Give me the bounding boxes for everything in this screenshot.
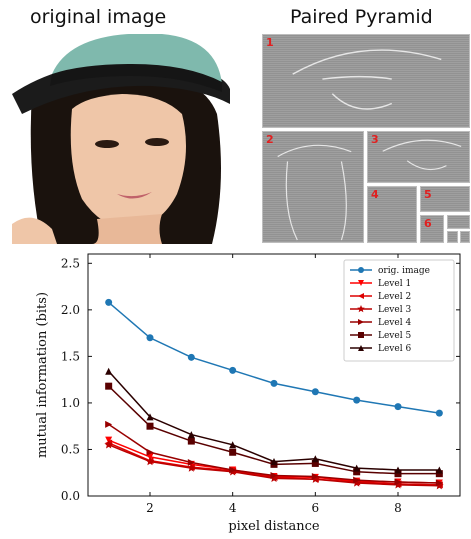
data-point [311, 455, 319, 463]
data-point [104, 440, 113, 449]
pyramid-tile [447, 215, 470, 229]
legend: orig. image Level 1 Level 2 Level 3 Level 4 L… [343, 259, 455, 362]
pyramid-tile-number: 4 [371, 188, 379, 201]
pyramid-tile [447, 231, 458, 243]
original-photo [12, 34, 230, 244]
x-tick-label: 8 [394, 501, 402, 515]
data-point [105, 367, 113, 375]
data-point [105, 298, 113, 306]
y-tick-label: 0.0 [61, 489, 80, 503]
data-point [229, 466, 237, 474]
data-point [358, 332, 364, 338]
paired-pyramid: 1 2 3 4 5 6 [262, 34, 470, 244]
data-point [357, 305, 365, 313]
data-point [146, 453, 154, 461]
data-point [187, 463, 196, 472]
data-point [229, 366, 237, 374]
data-point [146, 413, 154, 421]
data-point [393, 480, 403, 489]
pyramid-tile: 1 [262, 34, 470, 128]
y-axis-label: mutual information (bits) [35, 292, 50, 458]
plot-frame [87, 253, 461, 497]
data-point [311, 459, 319, 467]
data-point [358, 280, 364, 286]
data-point [270, 458, 278, 466]
data-point [394, 466, 402, 474]
data-point [358, 267, 364, 273]
pyramid-tile-number: 5 [424, 188, 432, 201]
data-point [311, 474, 320, 483]
data-point [353, 464, 361, 472]
data-point [394, 478, 402, 486]
series-level-4 [105, 420, 443, 487]
data-point [270, 379, 278, 387]
data-point [358, 319, 364, 325]
data-point [435, 470, 443, 478]
data-point [353, 476, 361, 484]
series-level-6 [105, 367, 443, 474]
data-point [358, 345, 364, 351]
pyramid-tile-number: 3 [371, 133, 379, 146]
y-tick-label: 1.5 [61, 349, 80, 363]
data-point [358, 293, 364, 299]
mutual-information-chart: 2 4 6 8 0.0 0.5 1.0 1.5 2.0 2.5 pixel distance mu… [35, 253, 461, 534]
x-tick-label: 2 [146, 501, 154, 515]
legend-label: Level 3 [378, 305, 411, 315]
pyramid-tile-number: 6 [424, 217, 432, 230]
data-point [105, 382, 113, 390]
data-point [229, 441, 237, 449]
legend-label: Level 1 [378, 279, 411, 289]
legend-label: Level 2 [378, 292, 411, 302]
data-point [105, 420, 113, 428]
legend-label: Level 6 [378, 344, 411, 354]
data-point [229, 448, 237, 456]
x-axis-label: pixel distance [228, 519, 320, 534]
data-point [435, 409, 443, 417]
pyramid-tile: 3 [367, 131, 470, 183]
pyramid-tile: 2 [262, 131, 364, 243]
pyramid-tile: 5 [420, 186, 470, 212]
data-point [146, 448, 154, 456]
pyramid-tile [460, 231, 470, 243]
series-level-3 [104, 440, 444, 490]
pyramid-tile-number: 1 [266, 36, 274, 49]
data-point [435, 481, 444, 490]
legend-label: Level 4 [378, 318, 411, 328]
data-point [353, 396, 361, 404]
pyramid-title: Paired Pyramid [290, 6, 433, 28]
data-point [311, 472, 319, 480]
x-tick-label: 4 [229, 501, 237, 515]
data-point [269, 473, 279, 482]
y-tick-label: 0.5 [61, 442, 80, 456]
data-point [187, 458, 195, 466]
data-point [394, 403, 402, 411]
x-tick-label: 6 [312, 501, 320, 515]
data-point [187, 437, 195, 445]
pyramid-tile-number: 2 [266, 133, 274, 146]
data-point [145, 457, 155, 466]
data-point [353, 468, 361, 476]
data-point [146, 422, 154, 430]
data-point [105, 436, 113, 444]
legend-label: orig. image [378, 266, 430, 276]
data-point [435, 466, 443, 474]
data-point [394, 470, 402, 478]
data-point [187, 431, 195, 439]
data-point [352, 478, 361, 487]
pyramid-tile: 4 [367, 186, 417, 243]
data-point [146, 334, 154, 342]
data-point [311, 388, 319, 396]
y-tick-label: 2.0 [61, 303, 80, 317]
pyramid-tile: 6 [420, 215, 444, 243]
data-point [270, 472, 278, 480]
data-point [435, 479, 443, 487]
legend-label: Level 5 [378, 331, 411, 341]
y-tick-label: 1.0 [61, 396, 80, 410]
y-tick-label: 2.5 [61, 256, 80, 270]
data-point [187, 353, 195, 361]
series-orig-image [105, 298, 443, 417]
original-image-title: original image [30, 6, 167, 28]
